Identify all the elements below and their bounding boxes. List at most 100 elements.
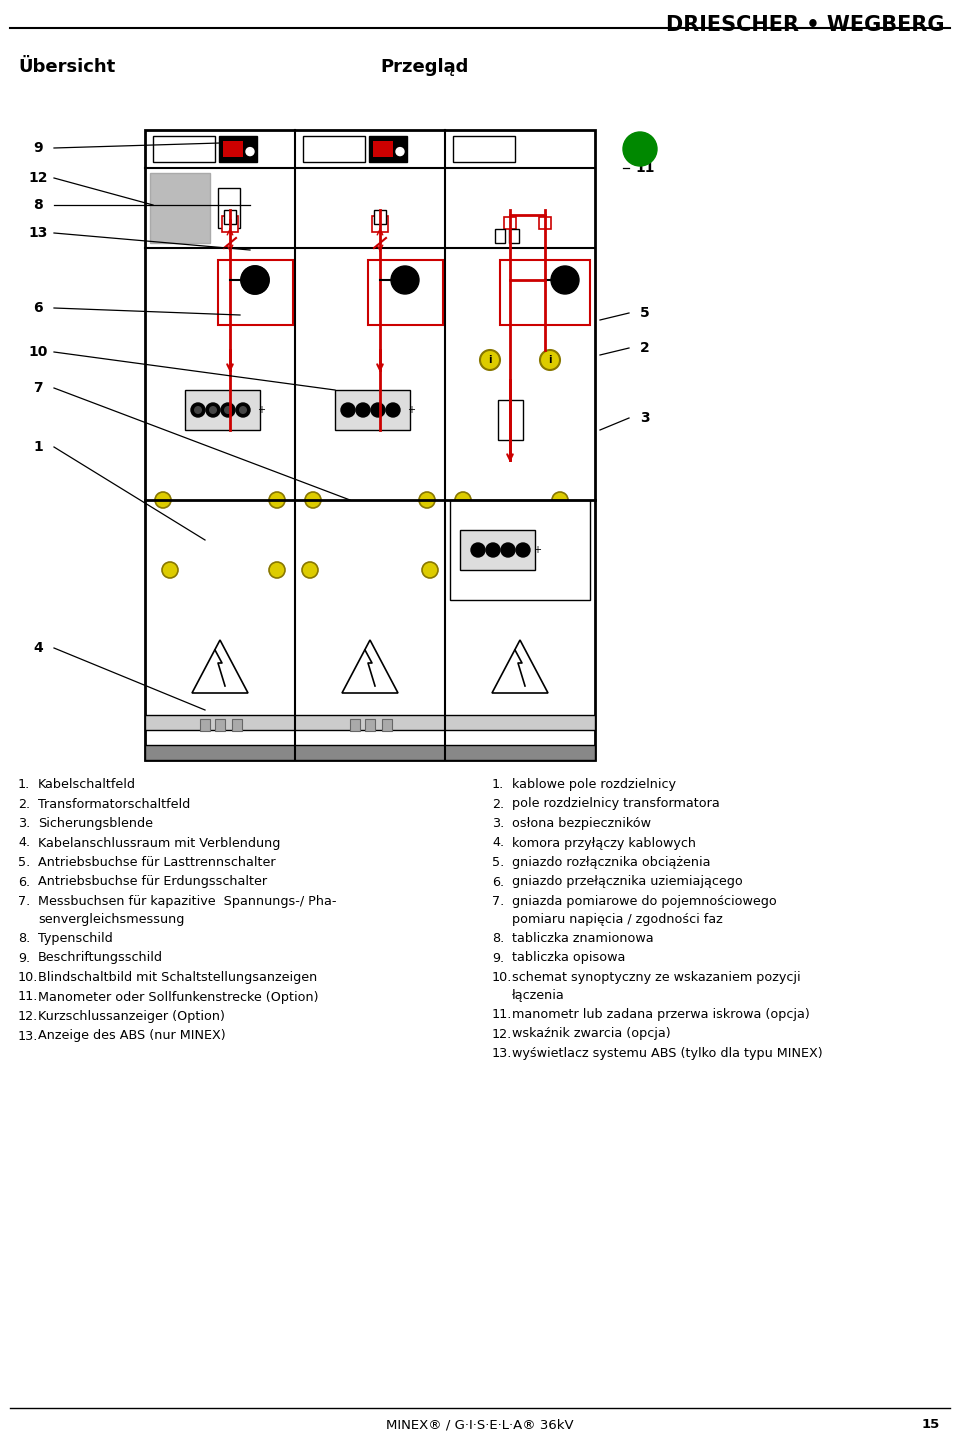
Text: 9.: 9. xyxy=(18,952,30,965)
Circle shape xyxy=(391,266,419,293)
Bar xyxy=(145,745,595,761)
Text: 13.: 13. xyxy=(492,1047,513,1060)
Bar xyxy=(224,210,236,224)
Text: łączenia: łączenia xyxy=(512,988,564,1001)
Bar xyxy=(498,400,523,440)
Text: komora przyłączy kablowych: komora przyłączy kablowych xyxy=(512,837,696,850)
Bar xyxy=(500,260,590,325)
Text: Typenschild: Typenschild xyxy=(38,932,112,945)
Circle shape xyxy=(221,403,235,417)
Text: Übersicht: Übersicht xyxy=(18,58,115,76)
Circle shape xyxy=(191,403,205,417)
Circle shape xyxy=(269,492,285,508)
Text: 1: 1 xyxy=(34,440,43,454)
Text: 11: 11 xyxy=(636,161,655,175)
Bar xyxy=(382,719,392,731)
Text: 13: 13 xyxy=(28,226,48,240)
Text: Antriebsbuchse für Erdungsschalter: Antriebsbuchse für Erdungsschalter xyxy=(38,876,267,889)
Bar xyxy=(153,137,215,162)
Text: Messbuchsen für kapazitive  Spannungs-/ Pha-: Messbuchsen für kapazitive Spannungs-/ P… xyxy=(38,894,337,907)
Bar xyxy=(185,390,260,430)
Circle shape xyxy=(246,148,254,155)
Circle shape xyxy=(224,406,232,414)
Text: Kabelanschlussraum mit Verblendung: Kabelanschlussraum mit Verblendung xyxy=(38,837,280,850)
Text: 6.: 6. xyxy=(18,876,30,889)
Text: Przegląd: Przegląd xyxy=(380,58,468,76)
Text: 10: 10 xyxy=(28,345,48,360)
Circle shape xyxy=(241,266,269,293)
Circle shape xyxy=(419,492,435,508)
Text: senvergleichsmessung: senvergleichsmessung xyxy=(38,913,184,926)
Text: 13.: 13. xyxy=(18,1030,38,1043)
Text: 2.: 2. xyxy=(18,798,30,811)
Bar xyxy=(218,260,293,325)
Text: 3: 3 xyxy=(640,411,650,426)
Text: Sicherungsblende: Sicherungsblende xyxy=(38,817,153,830)
Text: 12: 12 xyxy=(28,171,48,186)
Text: manometr lub zadana przerwa iskrowa (opcja): manometr lub zadana przerwa iskrowa (opc… xyxy=(512,1008,809,1021)
Circle shape xyxy=(455,492,471,508)
Text: gniazdo rozłącznika obciążenia: gniazdo rozłącznika obciążenia xyxy=(512,856,710,869)
Bar xyxy=(373,141,393,157)
Bar xyxy=(374,210,386,224)
Bar xyxy=(495,229,505,243)
Text: 5.: 5. xyxy=(492,856,504,869)
Bar xyxy=(215,719,225,731)
Text: 5: 5 xyxy=(640,306,650,321)
Circle shape xyxy=(194,406,202,414)
Bar xyxy=(303,137,365,162)
Text: +: + xyxy=(533,545,541,555)
Text: 3.: 3. xyxy=(18,817,31,830)
Bar xyxy=(539,217,551,229)
Bar xyxy=(218,188,240,229)
Circle shape xyxy=(516,544,530,557)
Bar xyxy=(365,719,375,731)
Bar xyxy=(450,500,590,600)
Text: 11.: 11. xyxy=(18,991,38,1004)
Text: 8.: 8. xyxy=(492,932,504,945)
Circle shape xyxy=(623,132,657,165)
Text: 5.: 5. xyxy=(18,856,31,869)
Bar xyxy=(219,137,257,162)
Circle shape xyxy=(396,148,404,155)
Circle shape xyxy=(486,544,500,557)
Text: tabliczka znamionowa: tabliczka znamionowa xyxy=(512,932,654,945)
Bar xyxy=(460,531,535,569)
Text: gniazdo przełącznika uziemiającego: gniazdo przełącznika uziemiającego xyxy=(512,876,743,889)
Text: 6: 6 xyxy=(34,301,43,315)
Text: 7.: 7. xyxy=(18,894,31,907)
Circle shape xyxy=(480,349,500,370)
Circle shape xyxy=(162,562,178,578)
Bar xyxy=(369,137,407,162)
Circle shape xyxy=(551,266,579,293)
Circle shape xyxy=(209,406,217,414)
Polygon shape xyxy=(192,640,248,693)
Bar xyxy=(223,141,243,157)
Text: gniazda pomiarowe do pojemnościowego: gniazda pomiarowe do pojemnościowego xyxy=(512,894,777,907)
Text: 4: 4 xyxy=(34,641,43,654)
Text: 3.: 3. xyxy=(492,817,504,830)
Text: 7.: 7. xyxy=(492,894,504,907)
Circle shape xyxy=(422,562,438,578)
Circle shape xyxy=(552,492,568,508)
Bar xyxy=(504,217,516,229)
Circle shape xyxy=(341,403,355,417)
Bar xyxy=(200,719,210,731)
Circle shape xyxy=(206,403,220,417)
Bar xyxy=(145,715,595,731)
Bar xyxy=(145,129,595,761)
Text: MINEX® / G·I·S·E·L·A® 36kV: MINEX® / G·I·S·E·L·A® 36kV xyxy=(386,1418,574,1431)
Bar xyxy=(222,216,238,232)
Text: 9: 9 xyxy=(34,141,43,155)
Text: pomiaru napięcia / zgodności faz: pomiaru napięcia / zgodności faz xyxy=(512,913,723,926)
Text: Anzeige des ABS (nur MINEX): Anzeige des ABS (nur MINEX) xyxy=(38,1030,226,1043)
Text: 10.: 10. xyxy=(492,971,513,984)
Text: kablowe pole rozdzielnicy: kablowe pole rozdzielnicy xyxy=(512,778,676,791)
Circle shape xyxy=(471,544,485,557)
Bar xyxy=(350,719,360,731)
Circle shape xyxy=(241,266,269,293)
Circle shape xyxy=(305,492,321,508)
Text: Kurzschlussanzeiger (Option): Kurzschlussanzeiger (Option) xyxy=(38,1009,225,1022)
Polygon shape xyxy=(342,640,398,693)
Text: pole rozdzielnicy transformatora: pole rozdzielnicy transformatora xyxy=(512,798,720,811)
